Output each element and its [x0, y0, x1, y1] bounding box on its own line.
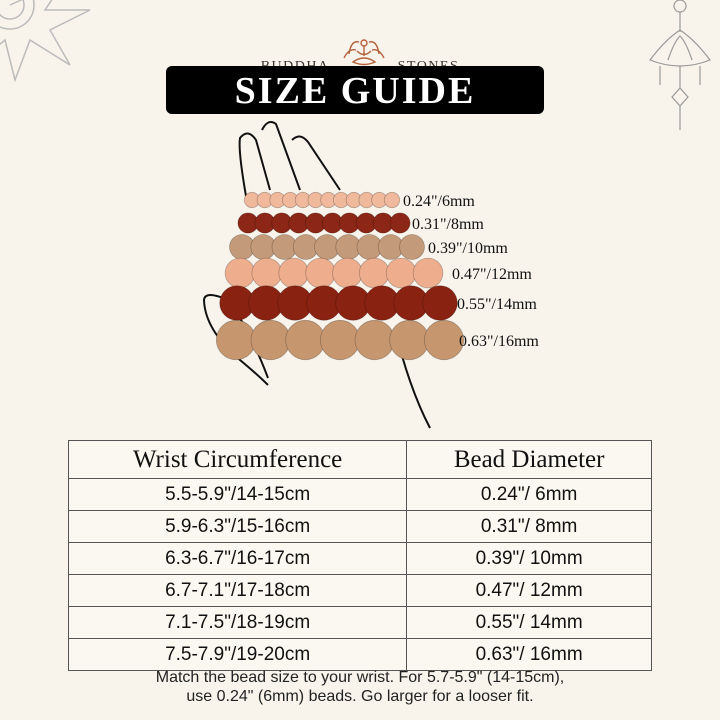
bead-size-label: 0.39"/10mm — [428, 240, 508, 257]
table-row: 7.5-7.9"/19-20cm 0.63"/ 16mm — [67, 638, 652, 671]
page-title: SIZE GUIDE — [166, 66, 544, 114]
wrist-circumference-cell: 6.7-7.1"/17-18cm — [67, 574, 408, 607]
bead-12mm — [251, 257, 283, 289]
bead-8mm — [389, 212, 411, 234]
bead-diameter-cell: 0.39"/ 10mm — [406, 542, 652, 575]
wrist-circumference-cell: 5.5-5.9"/14-15cm — [67, 478, 408, 511]
bead-16mm — [389, 319, 430, 361]
lotus-meditation-icon — [342, 39, 385, 66]
table-row: 6.3-6.7"/16-17cm 0.39"/ 10mm — [67, 542, 652, 575]
mandala-corner-decoration — [0, 0, 91, 83]
table-row: 5.5-5.9"/14-15cm 0.24"/ 6mm — [67, 478, 652, 511]
bead-16mm — [319, 319, 361, 361]
bead-12mm — [332, 257, 363, 289]
bead-12mm — [278, 257, 310, 289]
bead-diameter-cell: 0.24"/ 6mm — [406, 478, 652, 511]
hand-bracelet-illustration: 0.24"/6mm 0.31"/8mm 0.39"/10mm 0.47"/12mm 0.… — [202, 121, 539, 429]
table-header-row: Wrist Circumference Bead Diameter — [67, 440, 652, 479]
bead-12mm — [224, 257, 256, 289]
bead-10mm — [399, 234, 425, 260]
bead-12mm — [305, 257, 336, 289]
table-row: 6.7-7.1"/17-18cm 0.47"/ 12mm — [67, 574, 652, 607]
fit-note-line-1: Match the bead size to your wrist. For 5… — [155, 669, 565, 686]
bead-size-label: 0.63"/16mm — [459, 333, 539, 350]
bead-size-label: 0.31"/8mm — [412, 216, 484, 233]
bead-diameter-cell: 0.31"/ 8mm — [406, 510, 652, 543]
wrist-circumference-cell: 7.1-7.5"/18-19cm — [67, 606, 408, 639]
bead-16mm — [285, 319, 326, 361]
header-bead-diameter: Bead Diameter — [406, 440, 652, 479]
bead-12mm — [385, 257, 417, 289]
bead-16mm — [250, 319, 291, 361]
bead-size-label: 0.55"/14mm — [457, 296, 537, 313]
table-row: 7.1-7.5"/18-19cm 0.55"/ 14mm — [67, 606, 652, 639]
bead-6mm — [383, 191, 401, 209]
wrist-circumference-cell: 6.3-6.7"/16-17cm — [67, 542, 408, 575]
bead-size-label: 0.47"/12mm — [452, 266, 532, 283]
fit-note: Match the bead size to your wrist. For 5… — [0, 668, 720, 706]
bead-14mm — [422, 285, 458, 321]
bead-12mm — [412, 257, 444, 289]
wrist-circumference-cell: 5.9-6.3"/15-16cm — [67, 510, 408, 543]
fit-note-line-2: use 0.24" (6mm) beads. Go larger for a l… — [186, 688, 534, 705]
bead-diameter-cell: 0.47"/ 12mm — [406, 574, 652, 607]
bead-16mm — [423, 319, 465, 361]
wrist-circumference-cell: 7.5-7.9"/19-20cm — [67, 638, 408, 671]
bead-16mm — [354, 319, 395, 361]
bead-diameter-cell: 0.63"/ 16mm — [406, 638, 652, 671]
bead-16mm — [215, 319, 257, 361]
bead-diameter-cell: 0.55"/ 14mm — [406, 606, 652, 639]
header-wrist-circumference: Wrist Circumference — [67, 440, 408, 479]
lotus-hanging-decoration — [649, 0, 711, 130]
table-row: 5.9-6.3"/15-16cm 0.31"/ 8mm — [67, 510, 652, 543]
bead-size-label: 0.24"/6mm — [403, 193, 475, 210]
size-table: Wrist Circumference Bead Diameter 5.5-5.… — [67, 440, 652, 671]
bead-12mm — [358, 257, 390, 289]
